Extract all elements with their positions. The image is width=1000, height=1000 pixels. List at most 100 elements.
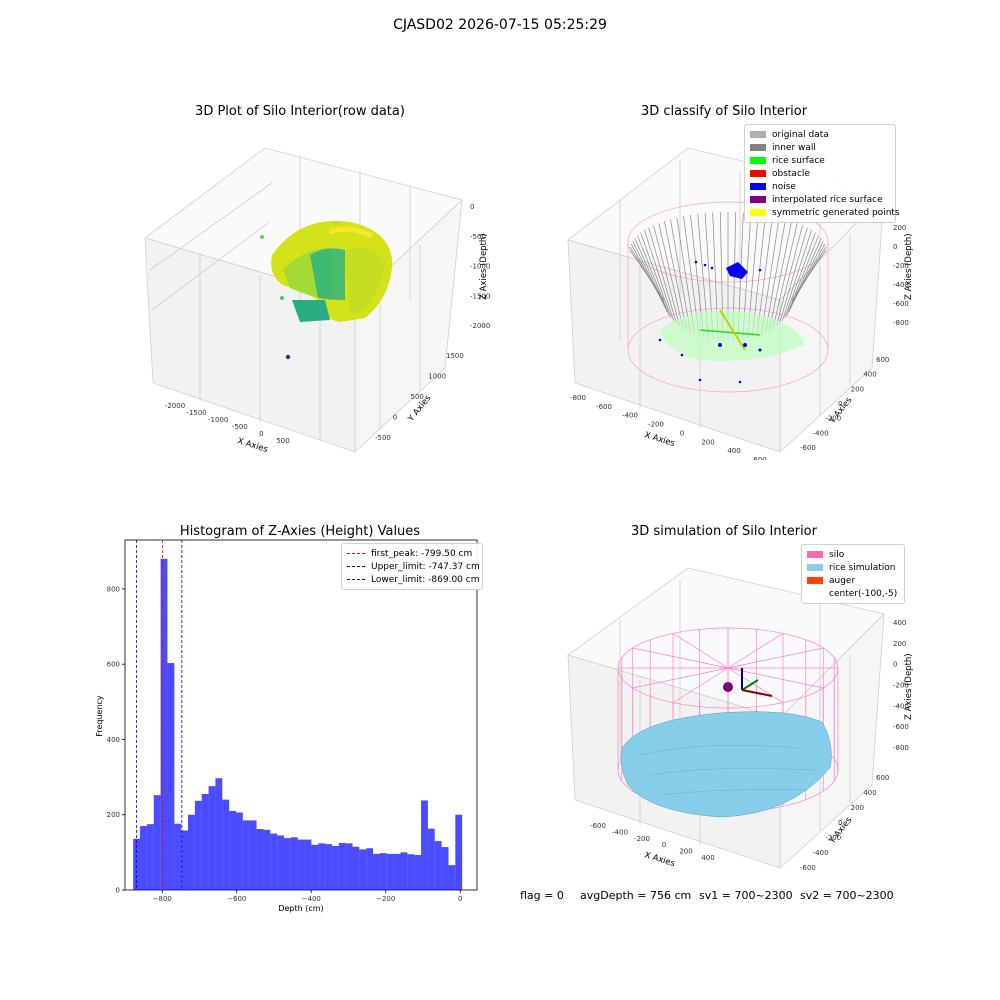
z-tick-label: -500 [470,233,486,241]
legend-label: interpolated rice surface [772,194,883,205]
histogram-bar [331,845,339,890]
inner-wall-line [658,223,684,329]
panel4-legend: silo rice simulation auger center(-100,-5) [801,544,905,604]
inner-wall-line [637,235,670,316]
x-tick-label: -2000 [165,402,185,410]
x-tick-label: -500 [232,423,248,431]
x-tick-label: 0 [458,895,462,903]
histogram-bar [373,853,380,890]
panel1-xlabel: X Axies [236,436,269,455]
legend-swatch [347,579,365,580]
z-tick-label: -600 [893,723,909,731]
histogram-bar [146,824,154,890]
x-tick-label: 400 [701,854,714,862]
panel3-chart: −800 −600 −400 −200 0 0 200 400 600 800 Depth (c… [95,539,478,913]
x-tick-label: 500 [276,437,289,445]
panel1-title: 3D Plot of Silo Interior(row data) [195,104,405,119]
x-tick-label: 600 [753,456,766,460]
legend-entry: silo [807,548,899,561]
legend-label: obstacle [772,168,810,179]
histogram-bar [338,842,346,890]
x-tick-label: -200 [634,835,650,843]
silo-roof-line [727,667,824,689]
inner-wall-line [776,225,803,327]
histogram-bar [277,835,284,890]
legend-entry: Upper_limit: -747.37 cm [347,560,480,573]
status-sv1: sv1 = 700~2300 [699,889,793,902]
histogram-bar [448,865,456,890]
histogram-xlabel: Depth (cm) [278,904,323,913]
x-tick-label: 0 [680,429,684,437]
inner-wall-line [791,249,827,301]
histogram-bar [455,814,463,890]
legend-swatch [750,170,766,177]
z-tick-label: -2000 [470,322,490,330]
panel2-xlabel: X Axies [643,430,676,449]
legend-label: Lower_limit: -869.00 cm [371,574,480,585]
silo-roof-line [727,647,824,669]
inner-wall-line [784,232,816,319]
histogram-bar [153,795,161,890]
panel1-point-cloud [260,220,393,360]
x-tick-label: 0 [662,841,666,849]
x-tick-label: -1500 [186,409,206,417]
histogram-bar [393,853,401,890]
inner-wall-line [653,225,680,327]
x-tick-label: -600 [596,403,612,411]
z-tick-label: 0 [470,203,474,211]
legend-entry: rice surface [750,154,890,167]
histogram-bar [304,839,312,890]
legend-label: first_peak: -799.50 cm [371,548,473,559]
histogram-bar [427,828,435,890]
histogram-bar [201,794,209,890]
inner-wall-line [765,219,786,333]
legend-swatch [750,157,766,164]
histogram-y-ticks: 0 200 400 600 800 [107,585,125,895]
figure-title: CJASD02 2026-07-15 05:25:29 [393,17,607,33]
histogram-bar [318,843,326,890]
x-tick-label: -400 [622,412,638,420]
y-tick-label: 800 [107,585,120,593]
histogram-bars [133,558,463,890]
legend-entry: inner wall [750,141,890,154]
panel3-title: Histogram of Z-Axies (Height) Values [179,524,421,539]
inner-wall-line [779,227,808,324]
histogram-bar [270,833,278,890]
silo-roof-line [632,667,729,689]
x-tick-label: -800 [570,394,586,402]
x-tick-label: −600 [227,895,246,903]
histogram-bar [352,846,360,890]
y-tick-label: 600 [876,356,889,364]
legend-label: noise [772,181,796,192]
histogram-bar [325,844,332,890]
histogram-bar [386,853,394,890]
histogram-ylabel: Frequency [95,695,104,737]
y-tick-label: 0 [116,887,120,895]
y-tick-label: 200 [107,811,120,819]
histogram-bar [297,839,305,890]
panel2-rice-surface [660,309,805,361]
inner-wall-line [644,230,675,322]
legend-entry: obstacle [750,167,890,180]
x-tick-label: -200 [648,421,664,429]
histogram-bar [174,823,182,890]
histogram-bar [283,838,291,890]
legend-swatch [750,131,766,138]
z-tick-label: -200 [893,262,909,270]
x-tick-label: -600 [590,822,606,830]
legend-entry: auger [807,574,899,587]
y-tick-label: -600 [800,444,816,452]
y-tick-label: 200 [851,385,864,393]
x-tick-label: -400 [612,828,628,836]
x-tick-label: -1000 [208,416,228,424]
z-tick-label: 0 [893,243,897,251]
status-flag: flag = 0 [520,889,564,902]
legend-label: Upper_limit: -747.37 cm [371,561,480,572]
histogram-bar [290,837,298,890]
histogram-bar [181,830,189,890]
z-tick-label: 200 [893,640,906,648]
y-tick-label: 200 [851,804,864,812]
legend-entry: center(-100,-5) [807,587,899,600]
legend-entry: symmetric generated points [750,206,900,219]
histogram-bar [359,849,367,890]
